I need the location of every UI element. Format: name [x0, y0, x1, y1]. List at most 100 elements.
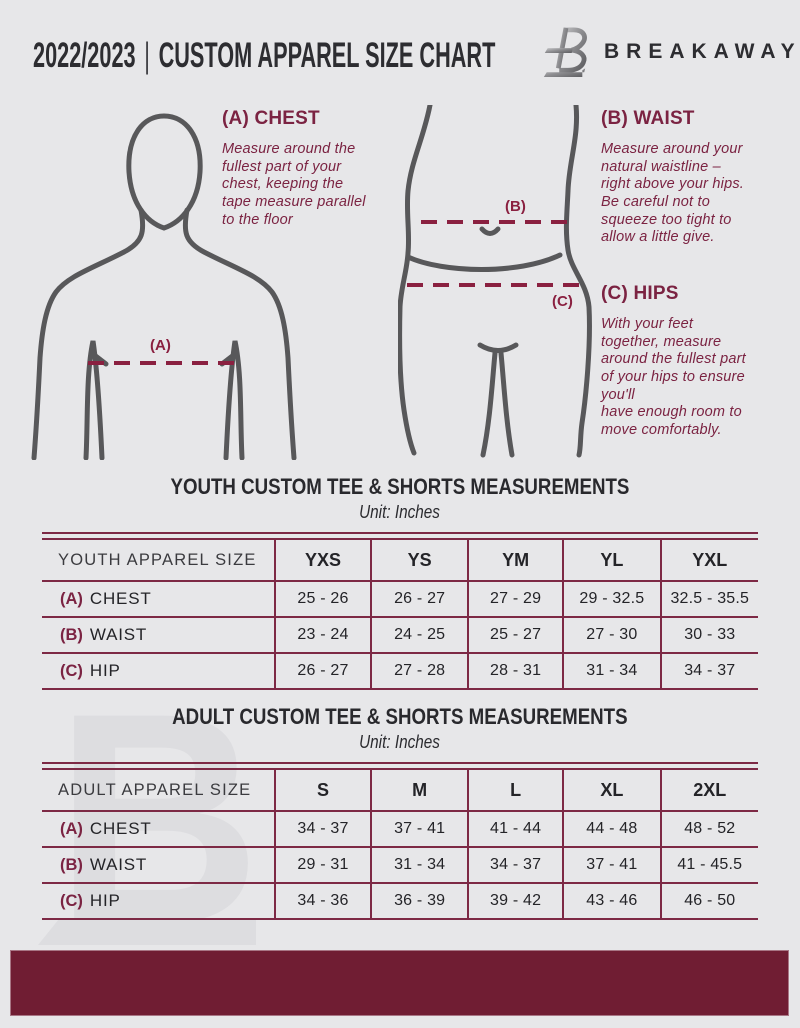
- youth-unit-label: Unit: Inches: [359, 502, 441, 522]
- measurement-row: (A) CHEST 25 - 26 26 - 27 27 - 29 29 - 32.5 32…: [42, 581, 758, 618]
- youth-section-title-text: YOUTH CUSTOM TEE & SHORTS MEASUREMENTS: [170, 474, 630, 499]
- measurement-row-label: (B) WAIST: [42, 847, 275, 884]
- hips-instructions: (C) HIPS With your feet together, measur…: [601, 283, 800, 440]
- waist-hip-measure-figure: [397, 102, 598, 465]
- measurement-cell: 27 - 28: [370, 653, 468, 690]
- adult-section-title-text: ADULT CUSTOM TEE & SHORTS MEASUREMENTS: [172, 704, 628, 729]
- measurement-cell: 29 - 32.5: [562, 581, 661, 618]
- measurement-cell: 26 - 27: [273, 653, 372, 690]
- measurement-row: (A) CHEST 34 - 37 37 - 41 41 - 44 44 - 48 48 -…: [42, 811, 758, 848]
- youth-section-subtitle: Unit: Inches: [42, 502, 758, 523]
- adult-size-label-header: ADULT APPAREL SIZE: [42, 770, 275, 812]
- measurement-cell: 37 - 41: [370, 811, 468, 848]
- title-separator: |: [144, 36, 150, 75]
- measurement-row-label: (C) HIP: [42, 883, 275, 920]
- row-label-text: CHEST: [89, 819, 152, 838]
- breakaway-b-logo-icon: [543, 27, 587, 77]
- brand-wordmark: BREAKAWAY: [604, 40, 800, 63]
- measurement-cell: 25 - 26: [273, 581, 372, 618]
- row-key-letter: (A): [60, 820, 83, 838]
- hips-heading: (C) HIPS: [601, 283, 679, 304]
- size-column-header: S: [273, 770, 372, 812]
- measurement-row-label: (C) HIP: [42, 653, 275, 690]
- row-label-text: WAIST: [89, 855, 148, 874]
- footer-accent-bar: [10, 950, 789, 1016]
- chest-instructions: (A) CHEST Measure around the fullest par…: [222, 108, 412, 229]
- row-key-letter: (C): [60, 892, 83, 910]
- hip-marker-label: (C): [552, 293, 573, 310]
- size-column-header: YXL: [659, 540, 758, 582]
- youth-measurements-section: YOUTH CUSTOM TEE & SHORTS MEASUREMENTS U…: [42, 474, 758, 690]
- measurement-cell: 34 - 37: [659, 653, 758, 690]
- adult-size-table: ADULT APPAREL SIZE S M L XL 2XL (A) CHEST 34 -…: [42, 770, 758, 920]
- measurement-row: (B) WAIST 23 - 24 24 - 25 25 - 27 27 - 30 30 -…: [42, 617, 758, 654]
- adult-unit-label: Unit: Inches: [359, 732, 441, 752]
- measurement-cell: 41 - 45.5: [659, 847, 758, 884]
- size-column-header: XL: [562, 770, 661, 812]
- measurement-cell: 31 - 34: [562, 653, 661, 690]
- lower-body-outline-icon: [397, 102, 592, 458]
- measurement-cell: 48 - 52: [659, 811, 758, 848]
- page-title-text: CUSTOM APPAREL SIZE CHART: [158, 36, 496, 75]
- table-top-rule-2: [42, 538, 758, 540]
- adult-section-subtitle: Unit: Inches: [42, 732, 758, 753]
- table-top-rule: [42, 762, 758, 764]
- measurement-row-label: (A) CHEST: [42, 581, 275, 618]
- youth-size-label-header: YOUTH APPAREL SIZE: [42, 540, 275, 582]
- measurement-cell: 29 - 31: [273, 847, 372, 884]
- measurement-cell: 34 - 37: [273, 811, 372, 848]
- measurement-row: (B) WAIST 29 - 31 31 - 34 34 - 37 37 - 41 41 -…: [42, 847, 758, 884]
- row-key-letter: (B): [60, 626, 83, 644]
- page-title: 2022/2023 | CUSTOM APPAREL SIZE CHART: [33, 36, 495, 76]
- measurement-cell: 41 - 44: [466, 811, 564, 848]
- waist-body-text: Measure around your natural waistline – …: [601, 141, 745, 246]
- measurement-row: (C) HIP 26 - 27 27 - 28 28 - 31 31 - 34 34 - 3…: [42, 653, 758, 690]
- chest-heading: (A) CHEST: [222, 108, 320, 129]
- row-label-text: CHEST: [89, 589, 152, 608]
- waist-heading: (B) WAIST: [601, 108, 695, 129]
- measurement-cell: 25 - 27: [466, 617, 564, 654]
- table-top-rule: [42, 532, 758, 534]
- size-column-header: YS: [370, 540, 468, 582]
- adult-table-header-row: ADULT APPAREL SIZE S M L XL 2XL: [42, 770, 758, 812]
- upper-body-outline-icon: [31, 113, 297, 461]
- chest-body-text: Measure around the fullest part of your …: [222, 141, 366, 228]
- page-title-season: 2022/2023: [33, 36, 136, 75]
- measurement-cell: 34 - 36: [273, 883, 372, 920]
- measurement-cell: 30 - 33: [659, 617, 758, 654]
- size-column-header: YM: [466, 540, 564, 582]
- chest-measure-figure: [30, 110, 310, 465]
- measurement-cell: 23 - 24: [273, 617, 372, 654]
- youth-section-title: YOUTH CUSTOM TEE & SHORTS MEASUREMENTS: [42, 474, 758, 500]
- adult-measurements-section: ADULT CUSTOM TEE & SHORTS MEASUREMENTS U…: [42, 704, 758, 920]
- measurement-cell: 26 - 27: [370, 581, 468, 618]
- chest-marker-label: (A): [150, 337, 171, 354]
- measurement-cell: 27 - 29: [466, 581, 564, 618]
- measurement-row-label: (B) WAIST: [42, 617, 275, 654]
- waist-instructions: (B) WAIST Measure around your natural wa…: [601, 108, 796, 247]
- adult-section-title: ADULT CUSTOM TEE & SHORTS MEASUREMENTS: [42, 704, 758, 730]
- youth-table-header-row: YOUTH APPAREL SIZE YXS YS YM YL YXL: [42, 540, 758, 582]
- size-column-header: M: [370, 770, 468, 812]
- size-column-header: YXS: [273, 540, 372, 582]
- table-top-rule-2: [42, 768, 758, 770]
- brand-logo: BREAKAWAY: [540, 24, 800, 80]
- measurement-cell: 43 - 46: [562, 883, 661, 920]
- measurement-cell: 31 - 34: [370, 847, 468, 884]
- watermark-underline-bar: [38, 918, 256, 945]
- measurement-cell: 39 - 42: [466, 883, 564, 920]
- row-key-letter: (A): [60, 590, 83, 608]
- measurement-cell: 36 - 39: [370, 883, 468, 920]
- size-column-header: YL: [562, 540, 661, 582]
- row-label-text: HIP: [89, 891, 121, 910]
- row-label-text: WAIST: [89, 625, 148, 644]
- measurement-row: (C) HIP 34 - 36 36 - 39 39 - 42 43 - 46 46 - 5…: [42, 883, 758, 920]
- measurement-cell: 24 - 25: [370, 617, 468, 654]
- measurement-cell: 46 - 50: [659, 883, 758, 920]
- row-key-letter: (B): [60, 856, 83, 874]
- measurement-cell: 32.5 - 35.5: [659, 581, 758, 618]
- row-key-letter: (C): [60, 662, 83, 680]
- measurement-cell: 34 - 37: [466, 847, 564, 884]
- waist-marker-label: (B): [505, 198, 526, 215]
